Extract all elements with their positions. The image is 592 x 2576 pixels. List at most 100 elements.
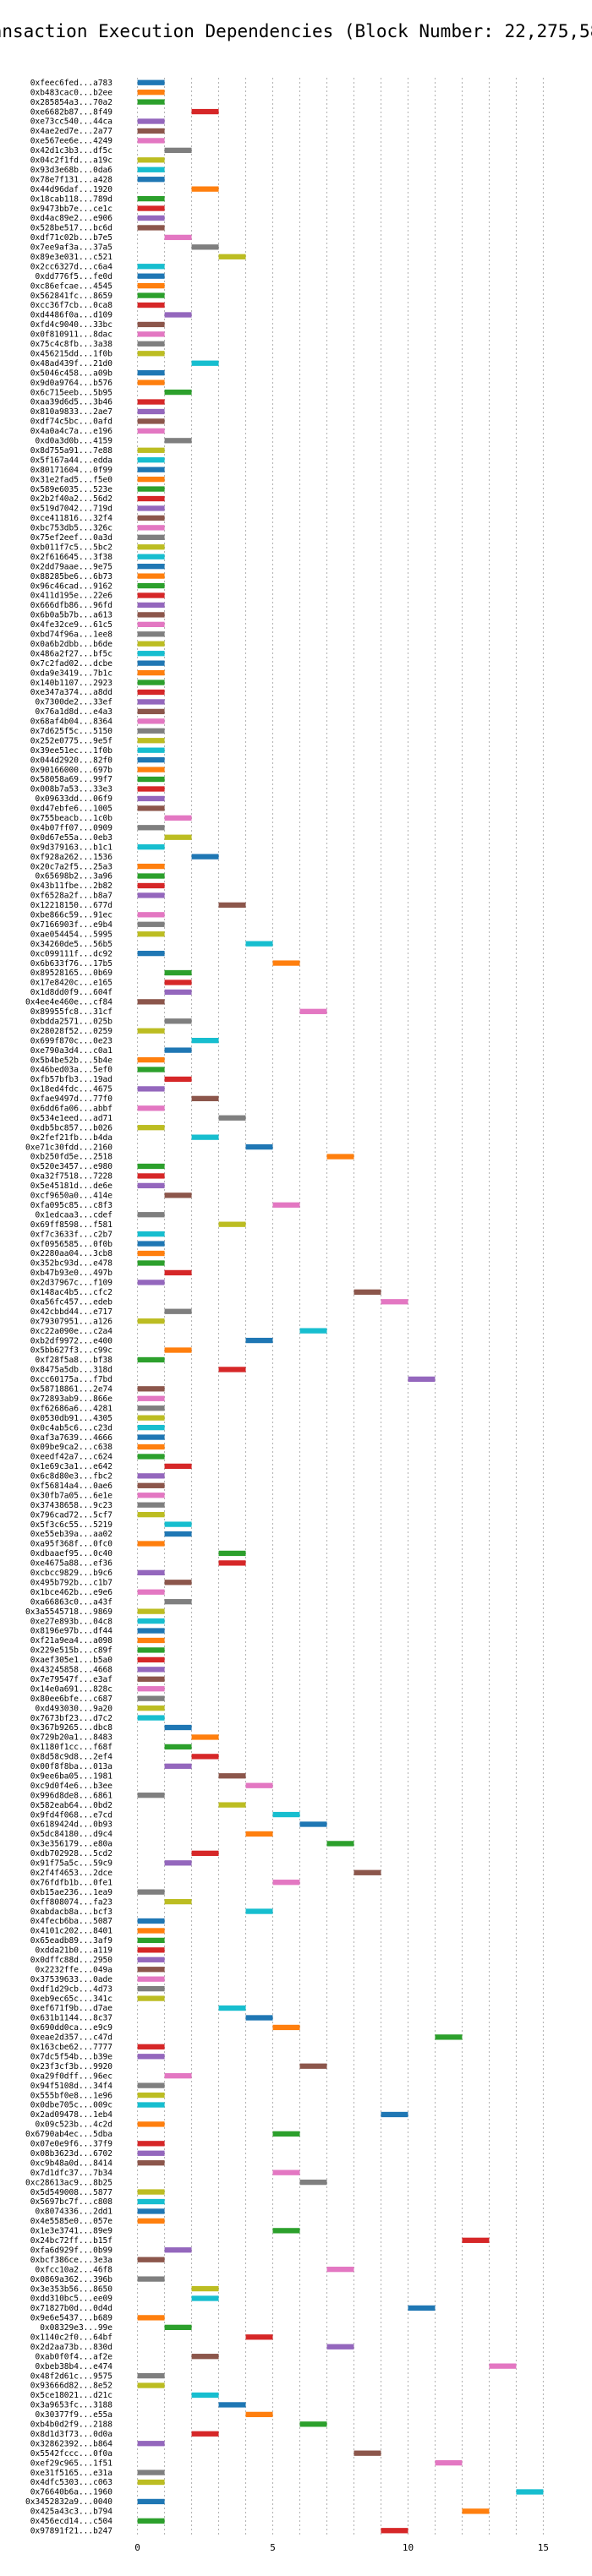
transaction-bar <box>137 592 165 598</box>
y-tick-label: 0x69ff8598...f581 <box>30 1220 113 1230</box>
y-tick-label: 0x0c4ab5c6...c23d <box>30 1423 112 1433</box>
y-tick-label: 0x9473bb7e...ce1c <box>30 205 112 214</box>
y-tick-label: 0xe790a3d4...c0a1 <box>30 1046 113 1056</box>
transaction-bar <box>137 1231 165 1237</box>
transaction-bar <box>435 2034 463 2040</box>
x-tick-label: 10 <box>403 2542 414 2553</box>
transaction-bar <box>137 805 165 811</box>
transaction-bar <box>137 844 165 850</box>
transaction-bar <box>164 1018 192 1024</box>
y-tick-label: 0x97891f21...b247 <box>30 2526 112 2535</box>
transaction-bar <box>137 2470 165 2475</box>
transaction-bar <box>137 302 165 308</box>
y-tick-label: 0x8d58c9d8...2ef4 <box>30 1753 113 1762</box>
y-tick-label: 0x23f3cf3b...9920 <box>30 2062 113 2071</box>
y-tick-label: 0xfae9497d...77f0 <box>30 1094 113 1104</box>
y-tick-label: 0xe4675a88...ef36 <box>30 1559 113 1569</box>
y-tick-label: 0x486a2f27...bf5c <box>30 649 112 658</box>
transaction-bar <box>137 2276 165 2282</box>
transaction-bar <box>164 1860 192 1866</box>
y-tick-label: 0x7673bf23...d7c2 <box>30 1714 112 1723</box>
transaction-bar <box>137 1212 165 1218</box>
transaction-bar <box>137 467 165 472</box>
y-tick-label: 0x7c2fad02...dcbe <box>30 659 113 669</box>
y-tick-label: 0xe55eb39a...aa02 <box>30 1530 112 1539</box>
y-tick-label: 0x09c523b...4c2d <box>35 2120 112 2130</box>
transaction-bar <box>137 2257 165 2262</box>
grid <box>137 78 544 2535</box>
y-tick-label: 0x4101c202...8401 <box>30 1927 113 1936</box>
transaction-bar <box>137 90 165 96</box>
transaction-bar <box>164 1347 192 1353</box>
y-tick-label: 0x5e45181d...de6e <box>30 1182 113 1191</box>
y-tick-label: 0xcc36f7cb...0ca8 <box>30 301 113 310</box>
y-tick-label: 0x20c7a2f5...25a3 <box>30 862 112 871</box>
transaction-bar <box>191 244 219 250</box>
y-tick-label: 0xeb9ec65c...341c <box>30 1995 112 2004</box>
y-tick-label: 0x729b20a1...8483 <box>30 1733 112 1743</box>
transaction-bar <box>191 2354 219 2360</box>
y-tick-label: 0x7166903f...e9b4 <box>30 920 113 930</box>
y-tick-label: 0x1edcaa3...cdef <box>35 1210 112 1220</box>
y-tick-label: 0x1180f1cc...f68f <box>30 1743 112 1752</box>
transaction-bar <box>137 1541 165 1547</box>
transaction-bar <box>137 795 165 802</box>
transaction-bar <box>218 2402 246 2408</box>
y-tick-label: 0x562841fc...8659 <box>30 292 113 301</box>
y-tick-label: 0xf7c3633f...c2b7 <box>30 1230 112 1239</box>
transaction-bar <box>137 863 165 870</box>
transaction-bar <box>245 1337 273 1344</box>
y-tick-label: 0x30fb7a05...6e1e <box>30 1491 113 1500</box>
y-tick-label: 0x43b11fbe...2b82 <box>30 881 112 891</box>
y-tick-label: 0x93666d82...8e52 <box>30 2382 112 2391</box>
y-tick-label: 0x09be9ca2...c638 <box>30 1443 113 1452</box>
transaction-bar <box>137 699 165 705</box>
transaction-bar <box>191 1134 219 1140</box>
transaction-bar <box>137 1173 165 1179</box>
y-tick-label: 0x5dc84180...d9c4 <box>30 1830 113 1839</box>
transaction-bar <box>137 708 165 715</box>
y-tick-label: 0x589e6035...523e <box>30 485 113 494</box>
transaction-bar <box>354 1869 381 1875</box>
y-tick-label: 0x42cbbd44...e717 <box>30 1307 112 1317</box>
transaction-bar <box>137 292 165 298</box>
y-tick-label: 0x91f75a5c...59c9 <box>30 1859 113 1869</box>
y-tick-label: 0x3452832a9...0040 <box>25 2497 112 2507</box>
transaction-bar <box>137 718 165 724</box>
y-tick-label: 0xe31f5165...e31a <box>30 2469 112 2478</box>
y-tick-label: 0x4dfc5303...c063 <box>30 2478 112 2487</box>
transaction-bar <box>218 1773 246 1779</box>
transaction-bar <box>137 1957 165 1962</box>
transaction-bar <box>137 1512 165 1518</box>
y-tick-label: 0x367b9265...dbc8 <box>30 1723 113 1733</box>
transaction-bar <box>137 225 165 231</box>
y-tick-label: 0x2cc6327d...c6a4 <box>30 262 113 271</box>
transaction-bar <box>137 1386 165 1392</box>
y-tick-label: 0xbc753db5...326c <box>30 524 112 533</box>
y-tick-label: 0x534e1eed...ad71 <box>30 1114 113 1123</box>
x-tick-labels: 0 5 10 15 <box>134 2542 549 2553</box>
y-tick-label: 0xa56fc457...edeb <box>30 1297 113 1307</box>
y-tick-label: 0x2d2aa73b...830d <box>30 2343 112 2352</box>
transaction-bar <box>137 534 165 540</box>
transaction-bar <box>137 2208 165 2214</box>
transaction-bar <box>137 1415 165 1421</box>
transaction-bar <box>137 1715 165 1721</box>
y-tick-label: 0xe6682b87...8f49 <box>30 107 113 117</box>
transaction-bar <box>137 786 165 792</box>
y-tick-label: 0xfa6d929f...0b99 <box>30 2246 113 2255</box>
x-tick-label: 5 <box>270 2542 276 2553</box>
y-tick-label: 0x5bb627f3...c99c <box>30 1346 112 1356</box>
transaction-bar <box>164 969 192 976</box>
y-tick-label: 0xab0f0f4...af2e <box>35 2352 112 2361</box>
y-tick-label: 0x17e8420c...e165 <box>30 979 112 988</box>
y-tick-labels: 0xfeec6fed...a7830xb483cac0...b2ee0x2858… <box>25 79 112 2536</box>
y-tick-label: 0x18cab118...789d <box>30 194 112 204</box>
y-tick-label: 0x76640b6a...1960 <box>30 2488 113 2497</box>
y-tick-label: 0x6c715eeb...5b95 <box>30 388 112 397</box>
y-tick-label: 0xbd74f96a...1ee8 <box>30 630 113 640</box>
y-tick-label: 0x4ee4e460e...cf84 <box>25 998 112 1007</box>
y-tick-label: 0x6b633f76...17b5 <box>30 959 112 969</box>
transaction-bar <box>137 1444 165 1450</box>
